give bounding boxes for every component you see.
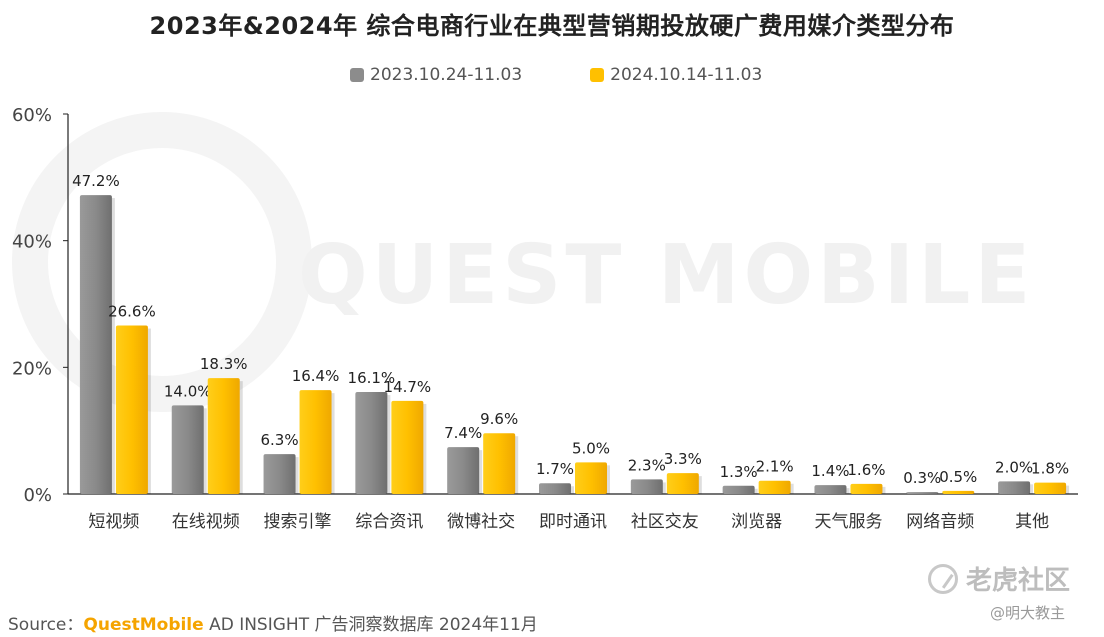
category-label: 社区交友 xyxy=(631,512,699,532)
bar-2024 xyxy=(575,462,607,494)
bar-label-2024: 1.6% xyxy=(847,461,885,479)
bar-2024 xyxy=(483,433,516,494)
bar-label-2024: 1.8% xyxy=(1031,460,1069,478)
bar-2024 xyxy=(391,400,424,494)
source-brand: QuestMobile xyxy=(83,615,204,635)
category-label: 网络音频 xyxy=(906,512,974,532)
bar-2024 xyxy=(115,325,148,494)
bar-2024 xyxy=(850,483,883,494)
bar-label-2023: 6.3% xyxy=(260,431,298,449)
y-tick-label: 40% xyxy=(12,232,52,253)
bar-label-2023: 47.2% xyxy=(72,172,120,190)
legend-swatch-2023 xyxy=(350,68,364,82)
bar-label-2023: 16.1% xyxy=(348,369,396,387)
bar-chart: 0% 20% 40% 60% 47.2% 26.6% 短视频 14.0% 18.3% 在线视频 6.… xyxy=(12,105,1078,532)
source-line: Source：QuestMobile AD INSIGHT 广告洞察数据库 20… xyxy=(8,610,538,635)
bar-label-2024: 9.6% xyxy=(480,410,518,428)
bar-label-2023: 1.3% xyxy=(720,463,758,481)
legend-item-2024: 2024.10.14-11.03 xyxy=(590,65,762,85)
bar-label-2023: 2.0% xyxy=(995,458,1033,476)
y-tick-label: 20% xyxy=(12,358,52,379)
category-label: 天气服务 xyxy=(814,512,882,532)
bar-2024 xyxy=(207,378,240,494)
category-label: 搜索引擎 xyxy=(264,512,332,532)
bar-2023 xyxy=(906,492,939,494)
bar-label-2024: 3.3% xyxy=(664,450,702,468)
bar-2023 xyxy=(447,447,480,494)
category-label: 微博社交 xyxy=(447,512,515,532)
bar-label-2024: 14.7% xyxy=(384,378,432,396)
badge-label: 老虎社区 xyxy=(966,566,1071,596)
bar-label-2023: 1.4% xyxy=(811,462,849,480)
bar-label-2023: 14.0% xyxy=(164,382,212,400)
bar-label-2023: 0.3% xyxy=(903,469,941,487)
bar-2023 xyxy=(998,481,1031,494)
bar-2024 xyxy=(299,390,332,494)
category-label: 在线视频 xyxy=(172,512,240,532)
y-tick-label: 0% xyxy=(23,485,52,506)
category-label: 短视频 xyxy=(88,512,139,532)
tiger-logo-icon xyxy=(928,563,958,594)
bar-2024 xyxy=(1034,482,1067,494)
legend-item-2023: 2023.10.24-11.03 xyxy=(350,65,522,85)
bar-2024 xyxy=(666,473,699,494)
category-label: 浏览器 xyxy=(731,512,782,532)
category-label: 即时通讯 xyxy=(539,512,607,532)
bar-label-2024: 26.6% xyxy=(108,303,156,321)
bar-2023 xyxy=(539,483,571,494)
bar-2023 xyxy=(171,405,204,494)
legend-label-2024: 2024.10.14-11.03 xyxy=(610,65,763,85)
bar-label-2023: 2.3% xyxy=(628,456,666,474)
bar-2023 xyxy=(630,479,663,494)
legend: 2023.10.24-11.03 2024.10.14-11.03 xyxy=(350,64,830,86)
bar-label-2024: 16.4% xyxy=(292,367,340,385)
bar-label-2024: 18.3% xyxy=(200,355,248,373)
watermark-text: QUEST MOBILE xyxy=(298,228,1035,323)
bar-label-2024: 0.5% xyxy=(939,468,977,486)
bar-2023 xyxy=(355,392,388,494)
source-prefix: Source： xyxy=(8,615,84,635)
bar-label-2024: 5.0% xyxy=(572,439,610,457)
community-badge: 老虎社区 xyxy=(928,560,1070,597)
bar-label-2023: 7.4% xyxy=(444,424,482,442)
legend-swatch-2024 xyxy=(590,68,605,82)
category-label: 其他 xyxy=(1015,512,1049,532)
author-tag: @明大教主 xyxy=(990,604,1066,622)
bar-2023 xyxy=(79,195,112,495)
source-rest: AD INSIGHT 广告洞察数据库 2024年11月 xyxy=(203,615,538,635)
y-tick-label: 60% xyxy=(12,105,52,126)
bar-2024 xyxy=(758,480,791,494)
category-label: 综合资讯 xyxy=(355,512,423,532)
bar-2023 xyxy=(722,485,755,494)
bar-label-2024: 2.1% xyxy=(756,458,794,476)
legend-label-2023: 2023.10.24-11.03 xyxy=(370,65,523,85)
chart-title: 2023年&2024年 综合电商行业在典型营销期投放硬广费用媒介类型分布 xyxy=(149,12,955,40)
bar-2024 xyxy=(942,490,975,494)
bar-2023 xyxy=(814,485,847,494)
bar-label-2023: 1.7% xyxy=(536,460,574,478)
bar-2023 xyxy=(263,454,296,494)
